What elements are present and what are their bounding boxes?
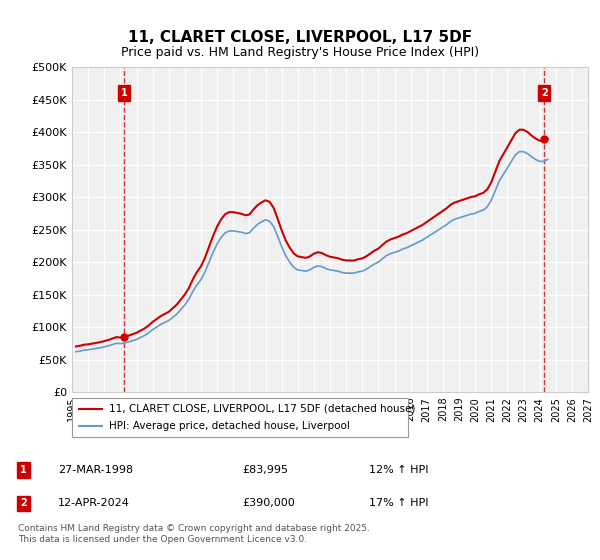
Text: 12% ↑ HPI: 12% ↑ HPI	[369, 465, 428, 475]
Text: 11, CLARET CLOSE, LIVERPOOL, L17 5DF (detached house): 11, CLARET CLOSE, LIVERPOOL, L17 5DF (de…	[109, 404, 415, 414]
FancyBboxPatch shape	[72, 398, 408, 437]
Text: £390,000: £390,000	[242, 498, 295, 508]
Text: 1: 1	[121, 88, 127, 98]
Text: £83,995: £83,995	[242, 465, 289, 475]
Text: Contains HM Land Registry data © Crown copyright and database right 2025.
This d: Contains HM Land Registry data © Crown c…	[18, 524, 370, 544]
Text: 17% ↑ HPI: 17% ↑ HPI	[369, 498, 428, 508]
Text: Price paid vs. HM Land Registry's House Price Index (HPI): Price paid vs. HM Land Registry's House …	[121, 46, 479, 59]
Text: 12-APR-2024: 12-APR-2024	[58, 498, 130, 508]
Text: 27-MAR-1998: 27-MAR-1998	[58, 465, 133, 475]
Text: 1: 1	[20, 465, 27, 475]
Text: 2: 2	[20, 498, 27, 508]
Text: 2: 2	[541, 88, 548, 98]
Text: 11, CLARET CLOSE, LIVERPOOL, L17 5DF: 11, CLARET CLOSE, LIVERPOOL, L17 5DF	[128, 30, 472, 45]
Text: HPI: Average price, detached house, Liverpool: HPI: Average price, detached house, Live…	[109, 421, 350, 431]
